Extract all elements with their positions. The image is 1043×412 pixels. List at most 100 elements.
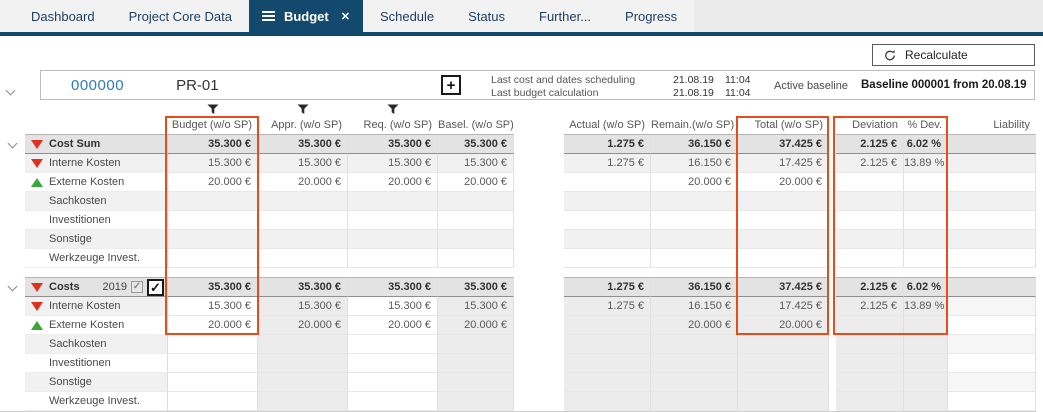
- filter-icon[interactable]: [387, 104, 399, 118]
- cell-req[interactable]: [348, 249, 438, 268]
- cell-liability[interactable]: [948, 297, 1036, 316]
- cell-pctdev[interactable]: 6.02 %: [904, 134, 948, 154]
- cell-liability[interactable]: [948, 335, 1036, 354]
- cell-budget[interactable]: 20.000 €: [168, 316, 258, 335]
- cell-basel[interactable]: [438, 192, 514, 211]
- cell-remain[interactable]: [651, 392, 738, 411]
- cell-basel[interactable]: [438, 249, 514, 268]
- cell-deviation[interactable]: 2.125 €: [836, 154, 904, 173]
- cell-budget[interactable]: 20.000 €: [168, 173, 258, 192]
- cell-actual[interactable]: [564, 211, 651, 230]
- cell-budget[interactable]: [168, 192, 258, 211]
- cell-liability[interactable]: [948, 249, 1036, 268]
- cell-total[interactable]: [738, 373, 829, 392]
- cell-liability[interactable]: [948, 277, 1036, 297]
- cell-appr[interactable]: [258, 373, 348, 392]
- cell-req[interactable]: [348, 192, 438, 211]
- cell-actual[interactable]: [564, 354, 651, 373]
- cell-deviation[interactable]: [836, 392, 904, 411]
- cell-actual[interactable]: [564, 335, 651, 354]
- column-header-actual[interactable]: Actual (w/o SP): [569, 119, 645, 131]
- cell-req[interactable]: 20.000 €: [348, 316, 438, 335]
- cell-basel[interactable]: [438, 211, 514, 230]
- cell-liability[interactable]: [948, 192, 1036, 211]
- cell-deviation[interactable]: 2.125 €: [836, 277, 904, 297]
- cell-basel[interactable]: [438, 230, 514, 249]
- cell-pctdev[interactable]: [904, 392, 948, 411]
- cell-total[interactable]: 17.425 €: [738, 154, 829, 173]
- column-header-liability[interactable]: Liability: [993, 119, 1030, 131]
- cell-budget[interactable]: [168, 354, 258, 373]
- cell-pctdev[interactable]: 13.89 %: [904, 154, 948, 173]
- cell-deviation[interactable]: [836, 211, 904, 230]
- cell-budget[interactable]: [168, 249, 258, 268]
- cell-remain[interactable]: [651, 335, 738, 354]
- cell-basel[interactable]: 20.000 €: [438, 316, 514, 335]
- cell-deviation[interactable]: [836, 173, 904, 192]
- cell-total[interactable]: [738, 249, 829, 268]
- project-expand-chevron-icon[interactable]: [5, 81, 16, 99]
- cell-budget[interactable]: [168, 230, 258, 249]
- cell-budget[interactable]: 15.300 €: [168, 154, 258, 173]
- cell-remain[interactable]: 16.150 €: [651, 154, 738, 173]
- column-header-req[interactable]: Req. (w/o SP): [363, 119, 432, 131]
- tab-further[interactable]: Further...: [522, 0, 608, 32]
- cell-remain[interactable]: [651, 373, 738, 392]
- cell-actual[interactable]: 1.275 €: [564, 134, 651, 154]
- cell-liability[interactable]: [948, 354, 1036, 373]
- cell-appr[interactable]: [258, 192, 348, 211]
- cell-actual[interactable]: 1.275 €: [564, 277, 651, 297]
- expand-chevron-icon[interactable]: [7, 278, 18, 297]
- tab-schedule[interactable]: Schedule: [363, 0, 451, 32]
- column-header-total[interactable]: Total (w/o SP): [754, 119, 823, 131]
- cell-pctdev[interactable]: [904, 211, 948, 230]
- cell-actual[interactable]: 1.275 €: [564, 154, 651, 173]
- cell-pctdev[interactable]: 13.89 %: [904, 297, 948, 316]
- cell-total[interactable]: 20.000 €: [738, 316, 829, 335]
- cell-basel[interactable]: [438, 392, 514, 411]
- cell-remain[interactable]: 20.000 €: [651, 316, 738, 335]
- cell-basel[interactable]: 15.300 €: [438, 297, 514, 316]
- cell-basel[interactable]: 35.300 €: [438, 134, 514, 154]
- cell-total[interactable]: 17.425 €: [738, 297, 829, 316]
- cell-req[interactable]: 20.000 €: [348, 173, 438, 192]
- cell-appr[interactable]: [258, 249, 348, 268]
- cell-remain[interactable]: [651, 249, 738, 268]
- cell-req[interactable]: [348, 354, 438, 373]
- cell-actual[interactable]: [564, 192, 651, 211]
- year-checkbox-readonly[interactable]: ✓: [131, 281, 143, 293]
- cell-appr[interactable]: [258, 230, 348, 249]
- cell-basel[interactable]: 20.000 €: [438, 173, 514, 192]
- cell-total[interactable]: [738, 354, 829, 373]
- cell-total[interactable]: 37.425 €: [738, 277, 829, 297]
- cell-liability[interactable]: [948, 154, 1036, 173]
- cell-appr[interactable]: 20.000 €: [258, 173, 348, 192]
- tab-project-core-data[interactable]: Project Core Data: [112, 0, 249, 32]
- cell-basel[interactable]: 35.300 €: [438, 277, 514, 297]
- filter-icon[interactable]: [207, 104, 219, 118]
- cell-budget[interactable]: 35.300 €: [168, 277, 258, 297]
- cell-budget[interactable]: 15.300 €: [168, 297, 258, 316]
- recalculate-button[interactable]: Recalculate: [872, 44, 1035, 66]
- cell-remain[interactable]: [651, 211, 738, 230]
- cell-liability[interactable]: [948, 230, 1036, 249]
- column-header-budget[interactable]: Budget (w/o SP): [171, 119, 252, 131]
- column-header-appr[interactable]: Appr. (w/o SP): [271, 119, 342, 131]
- column-header-deviation[interactable]: Deviation: [852, 119, 898, 131]
- column-header-basel[interactable]: Basel. (w/o SP): [438, 119, 514, 131]
- add-button[interactable]: +: [441, 75, 461, 95]
- cell-req[interactable]: [348, 211, 438, 230]
- cell-basel[interactable]: [438, 373, 514, 392]
- cell-deviation[interactable]: [836, 316, 904, 335]
- cell-actual[interactable]: [564, 173, 651, 192]
- cell-total[interactable]: [738, 392, 829, 411]
- cell-appr[interactable]: 20.000 €: [258, 316, 348, 335]
- tab-progress[interactable]: Progress: [608, 0, 694, 32]
- cell-appr[interactable]: [258, 354, 348, 373]
- cell-appr[interactable]: [258, 211, 348, 230]
- cell-budget[interactable]: [168, 211, 258, 230]
- cell-liability[interactable]: [948, 173, 1036, 192]
- cell-req[interactable]: [348, 373, 438, 392]
- cell-deviation[interactable]: [836, 354, 904, 373]
- cell-budget[interactable]: [168, 373, 258, 392]
